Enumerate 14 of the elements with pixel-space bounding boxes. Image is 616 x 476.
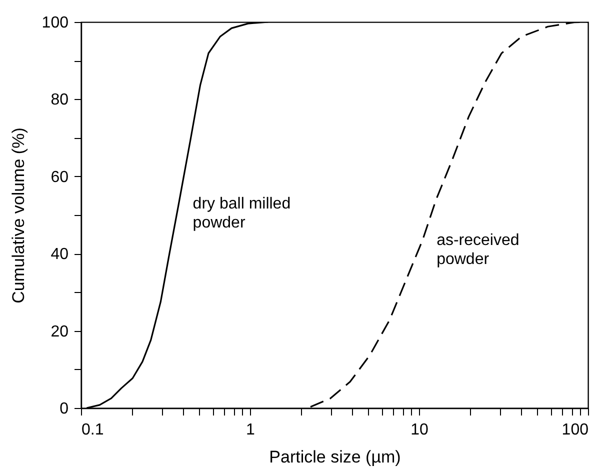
x-tick-label: 1: [246, 422, 256, 438]
x-tick-label: 100: [562, 422, 589, 438]
series-label: dry ball milled powder: [192, 195, 291, 232]
y-tick-label: 60: [50, 168, 69, 186]
y-tick-label: 40: [50, 246, 69, 264]
series-label: as-received powder: [436, 232, 520, 268]
y-tick-label: 80: [50, 92, 69, 109]
y-tick-label: 20: [50, 323, 69, 340]
y-tick-label: 100: [42, 14, 69, 32]
x-tick-label: 10: [410, 422, 428, 438]
x-axis-title: Particle size (µm): [269, 448, 401, 466]
y-axis-title: Cumulative volume (%): [8, 128, 28, 304]
y-tick-label: 0: [60, 400, 69, 418]
x-tick-label: 0.1: [82, 422, 104, 438]
